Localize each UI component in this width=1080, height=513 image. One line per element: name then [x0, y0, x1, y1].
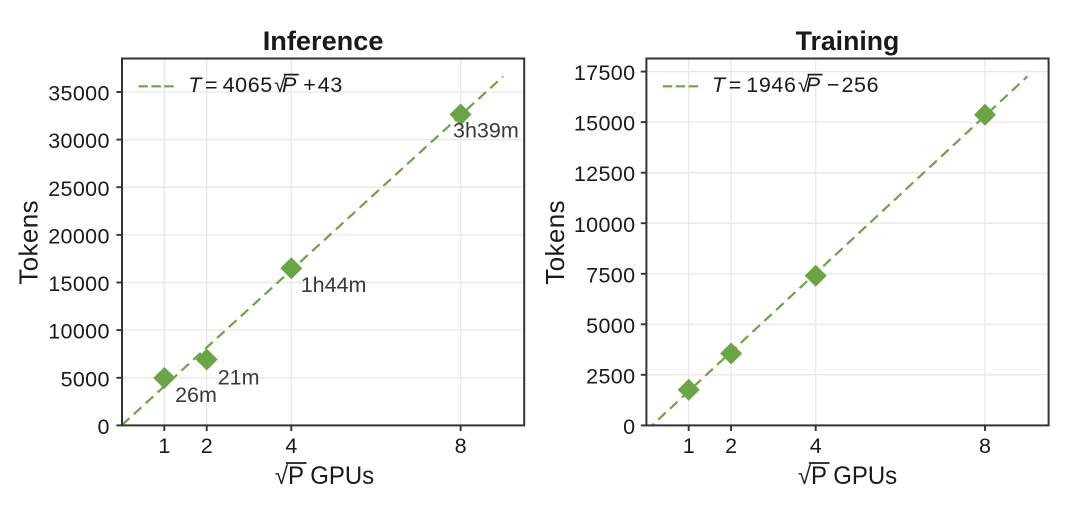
svg-text:T: T: [188, 73, 203, 97]
svg-text:0: 0: [623, 415, 635, 439]
svg-text:25000: 25000: [48, 177, 110, 201]
svg-text:15000: 15000: [574, 112, 636, 136]
svg-text:256: 256: [842, 73, 880, 97]
svg-text:1946: 1946: [746, 73, 796, 97]
svg-text:=: =: [205, 73, 218, 97]
svg-text:Training: Training: [796, 26, 900, 56]
svg-text:4: 4: [810, 434, 822, 458]
svg-text:+: +: [303, 73, 316, 97]
svg-text:4: 4: [285, 434, 297, 458]
svg-text:35000: 35000: [48, 82, 110, 106]
svg-text:10000: 10000: [574, 213, 636, 237]
svg-text:4065: 4065: [223, 73, 273, 97]
svg-text:17500: 17500: [574, 61, 636, 85]
svg-text:0: 0: [97, 415, 109, 439]
svg-text:√P GPUs: √P GPUs: [275, 462, 374, 490]
svg-text:√: √: [274, 73, 286, 97]
svg-text:−: −: [827, 73, 840, 97]
svg-text:7500: 7500: [586, 263, 635, 287]
svg-text:T: T: [712, 73, 727, 97]
svg-text:1: 1: [683, 434, 695, 458]
svg-text:2: 2: [201, 434, 213, 458]
svg-text:20000: 20000: [48, 225, 110, 249]
svg-text:P: P: [806, 73, 821, 97]
svg-text:5000: 5000: [61, 367, 110, 391]
svg-text:5000: 5000: [586, 314, 635, 338]
svg-text:=: =: [729, 73, 742, 97]
svg-text:1h44m: 1h44m: [301, 273, 367, 297]
svg-text:3h39m: 3h39m: [453, 118, 519, 142]
svg-text:10000: 10000: [48, 320, 110, 344]
svg-text:Tokens: Tokens: [540, 200, 570, 285]
svg-text:15000: 15000: [48, 272, 110, 296]
svg-text:2500: 2500: [586, 364, 635, 388]
svg-text:30000: 30000: [48, 129, 110, 153]
svg-text:12500: 12500: [574, 162, 636, 186]
svg-text:Tokens: Tokens: [14, 200, 44, 285]
svg-text:8: 8: [455, 434, 467, 458]
svg-text:Inference: Inference: [263, 26, 384, 56]
svg-text:P: P: [282, 73, 297, 97]
svg-text:26m: 26m: [175, 383, 217, 407]
svg-text:21m: 21m: [218, 365, 260, 389]
svg-text:√P GPUs: √P GPUs: [798, 462, 897, 490]
svg-text:√: √: [798, 73, 810, 97]
svg-text:43: 43: [318, 73, 343, 97]
svg-text:2: 2: [725, 434, 737, 458]
svg-text:1: 1: [158, 434, 170, 458]
svg-text:8: 8: [979, 434, 991, 458]
